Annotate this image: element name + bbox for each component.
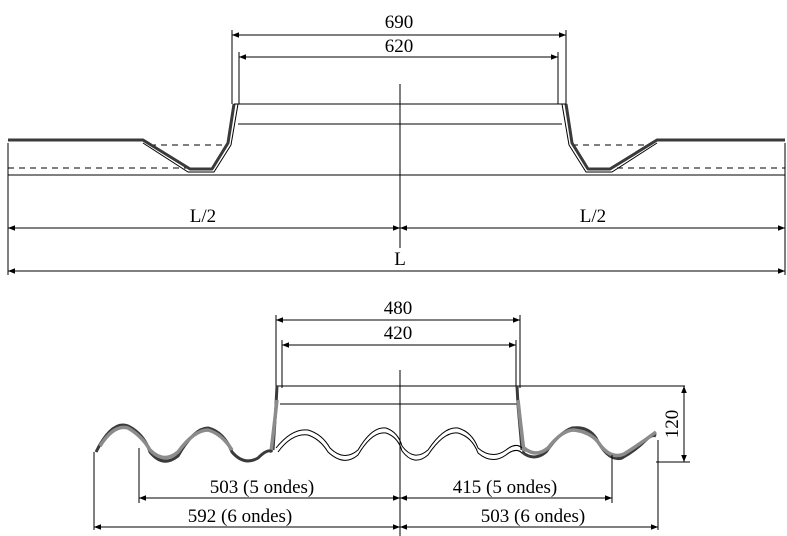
bot-left-wall-highlight xyxy=(269,399,279,453)
dim-half-left-label: L/2 xyxy=(190,206,216,227)
bot-right-wall-highlight xyxy=(516,399,526,453)
dim-left-lower-label: 592 (6 ondes) xyxy=(188,506,292,527)
dim-right-upper-label: 415 (5 ondes) xyxy=(453,477,557,498)
bot-corrugation-right-highlight xyxy=(522,428,658,458)
dim-L-label: L xyxy=(394,249,406,270)
dim-right-lower-label: 503 (6 ondes) xyxy=(481,506,585,527)
dim-120-label: 120 xyxy=(662,410,683,439)
bottom-section-view: 480 420 120 503 (5 ondes) xyxy=(93,298,690,536)
bot-corrugation-right xyxy=(521,426,657,461)
dim-half-right-label: L/2 xyxy=(580,206,606,227)
top-left-flashing-inner xyxy=(142,103,239,173)
top-left-flashing xyxy=(8,103,236,171)
bot-corrugation-middle-inner xyxy=(277,432,523,461)
bot-corrugation-middle xyxy=(275,427,523,456)
dim-690-label: 690 xyxy=(385,12,414,33)
dim-480-label: 480 xyxy=(384,298,413,319)
dim-420-label: 420 xyxy=(384,323,413,344)
dim-620-label: 620 xyxy=(385,36,414,57)
dim-left-upper-label: 503 (5 ondes) xyxy=(210,477,314,498)
top-section-view: 690 620 L/2 L/2 L xyxy=(7,12,786,275)
top-right-flashing-inner xyxy=(561,103,658,173)
bot-corrugation-left-highlight xyxy=(98,425,234,460)
top-right-flashing xyxy=(564,103,785,171)
